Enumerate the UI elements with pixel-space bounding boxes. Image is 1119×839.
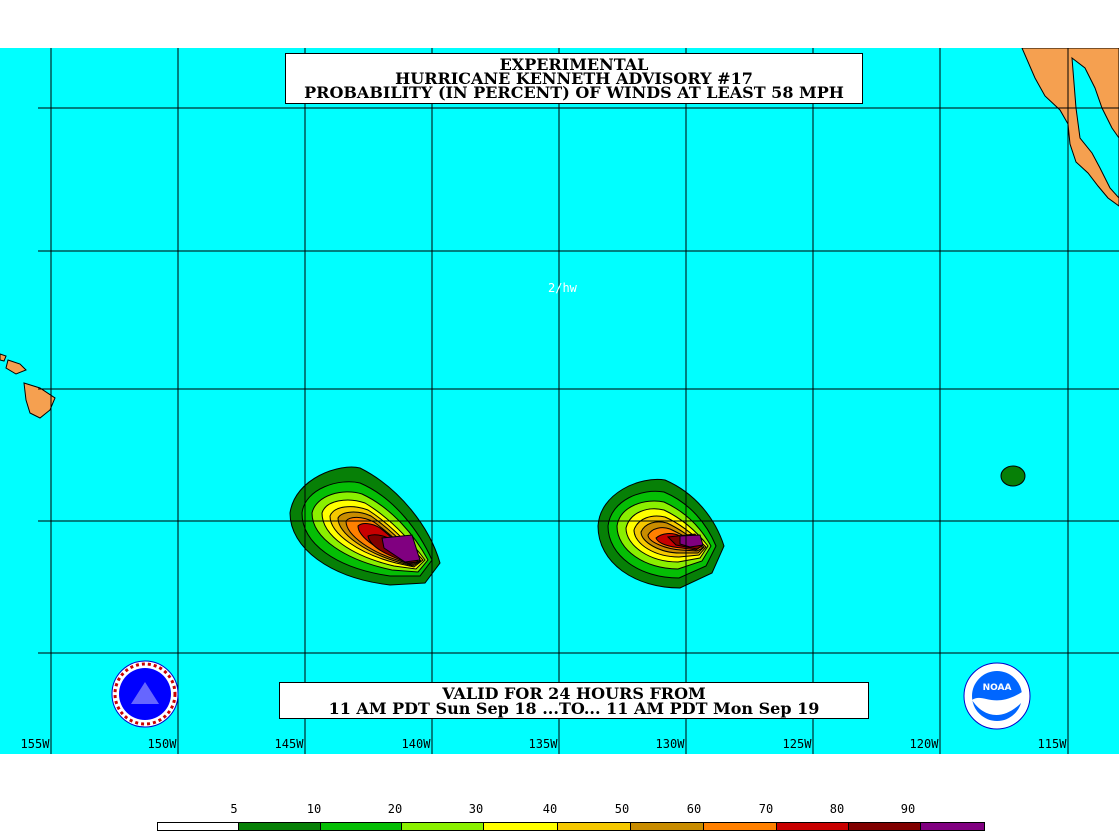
lon-label-140w: 140W [401,737,431,751]
legend-swatch-10 [920,823,984,830]
valid-box: VALID FOR 24 HOURS FROM 11 AM PDT Sun Se… [279,682,869,719]
lon-label-155w: 155W [20,737,50,751]
legend-swatch-0 [158,823,238,830]
legend: 5 10 20 30 40 50 60 70 80 90 [0,754,1119,839]
legend-tick-5: 5 [230,802,238,816]
valid-line-1: VALID FOR 24 HOURS FROM [442,684,706,703]
storm-contours-west [289,466,441,586]
legend-swatch-3 [401,823,483,830]
title-line-2: HURRICANE KENNETH ADVISORY #17 [395,69,753,88]
land-hawaii-small [0,353,7,362]
watermark: 2/hw [548,281,577,295]
lon-label-130w: 130W [655,737,685,751]
title-line-3: PROBABILITY (IN PERCENT) OF WINDS AT LEA… [304,83,844,102]
land-hawaii-big [23,382,56,419]
lon-label-135w: 135W [528,737,558,751]
lon-label-115w: 115W [1037,737,1067,751]
legend-tick-70: 70 [758,802,774,816]
title-box: EXPERIMENTAL HURRICANE KENNETH ADVISORY … [285,53,863,104]
noaa-logo-icon: NOAA [963,662,1031,730]
svg-text:NOAA: NOAA [983,683,1012,693]
legend-tick-40: 40 [542,802,558,816]
storm-contours-east [597,478,725,589]
land-island [1000,465,1026,487]
legend-swatch-5 [557,823,630,830]
legend-swatch-7 [703,823,776,830]
nws-logo-icon [111,660,179,728]
legend-tick-80: 80 [829,802,845,816]
land-gulf [1071,56,1119,199]
map-graphics [0,48,1119,754]
lon-label-120w: 120W [909,737,939,751]
legend-color-scale [157,822,985,831]
land-hawaii-maui [5,359,27,375]
legend-swatch-2 [320,823,401,830]
legend-swatch-1 [238,823,320,830]
grid [38,48,1119,754]
valid-line-2: 11 AM PDT Sun Sep 18 ...TO... 11 AM PDT … [328,699,820,718]
legend-swatch-4 [483,823,557,830]
legend-tick-90: 90 [900,802,916,816]
map-panel: EXPERIMENTAL HURRICANE KENNETH ADVISORY … [0,48,1119,754]
legend-swatch-6 [630,823,703,830]
legend-swatch-9 [848,823,920,830]
legend-tick-20: 20 [387,802,403,816]
lon-label-145w: 145W [274,737,304,751]
legend-tick-60: 60 [686,802,702,816]
lon-label-125w: 125W [782,737,812,751]
legend-tick-50: 50 [614,802,630,816]
legend-tick-30: 30 [468,802,484,816]
title-line-1: EXPERIMENTAL [499,55,649,74]
lon-label-150w: 150W [147,737,177,751]
legend-tick-10: 10 [306,802,322,816]
legend-swatch-8 [776,823,848,830]
